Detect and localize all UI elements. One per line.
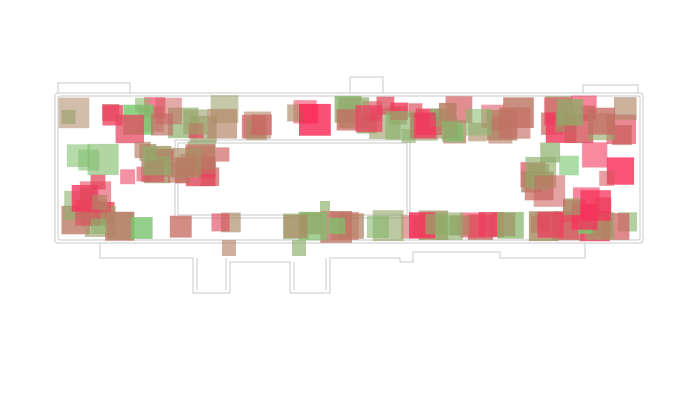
heat-cell bbox=[183, 109, 209, 135]
heat-cell bbox=[580, 190, 611, 221]
heat-cell bbox=[222, 240, 236, 256]
heat-cell bbox=[438, 102, 457, 121]
heat-cell bbox=[179, 153, 196, 170]
heat-cell bbox=[582, 142, 608, 168]
heat-cell bbox=[155, 97, 182, 125]
heat-cell bbox=[556, 99, 584, 126]
heat-cell bbox=[465, 109, 492, 136]
heat-cell bbox=[135, 97, 150, 113]
heat-cell bbox=[299, 103, 331, 136]
heat-cell bbox=[120, 169, 136, 185]
heat-cell bbox=[435, 212, 463, 240]
heat-cell bbox=[320, 201, 330, 211]
heat-cell bbox=[115, 114, 144, 144]
heat-cell bbox=[497, 212, 524, 239]
heat-cell bbox=[58, 97, 90, 129]
heat-cell bbox=[292, 240, 306, 256]
heat-cell bbox=[142, 146, 172, 176]
heat-cell bbox=[540, 142, 561, 163]
heat-cell bbox=[283, 214, 308, 239]
heat-cell bbox=[613, 97, 637, 120]
heat-cell bbox=[366, 215, 389, 238]
heat-cell bbox=[243, 111, 272, 139]
heat-cell bbox=[106, 212, 135, 240]
heat-cell bbox=[211, 213, 230, 232]
heat-cell bbox=[92, 194, 108, 211]
heat-cell bbox=[588, 107, 616, 135]
heat-cells bbox=[58, 95, 638, 256]
heat-cell bbox=[409, 112, 436, 139]
heat-cell bbox=[612, 125, 632, 145]
stairs bbox=[196, 258, 327, 290]
heat-cell bbox=[91, 218, 107, 234]
heat-cell bbox=[563, 198, 581, 216]
heat-cell bbox=[599, 170, 615, 186]
wall bbox=[57, 82, 131, 93]
wall bbox=[582, 84, 639, 93]
heat-cell bbox=[499, 107, 531, 139]
heat-cell bbox=[336, 109, 358, 131]
heat-cell bbox=[169, 215, 192, 238]
heat-cell bbox=[328, 217, 345, 235]
heat-cell bbox=[130, 217, 153, 239]
heat-cell bbox=[207, 108, 238, 139]
heat-cell bbox=[215, 147, 230, 162]
heat-cell bbox=[441, 121, 462, 142]
heat-cell bbox=[559, 155, 579, 176]
wall bbox=[349, 76, 384, 93]
heat-cell bbox=[355, 105, 383, 133]
annex bbox=[99, 243, 586, 294]
outer-wall bbox=[54, 92, 644, 244]
heat-cell bbox=[533, 175, 566, 207]
heat-cell bbox=[537, 211, 564, 238]
heat-cell bbox=[385, 111, 414, 140]
heat-cell bbox=[78, 149, 100, 171]
